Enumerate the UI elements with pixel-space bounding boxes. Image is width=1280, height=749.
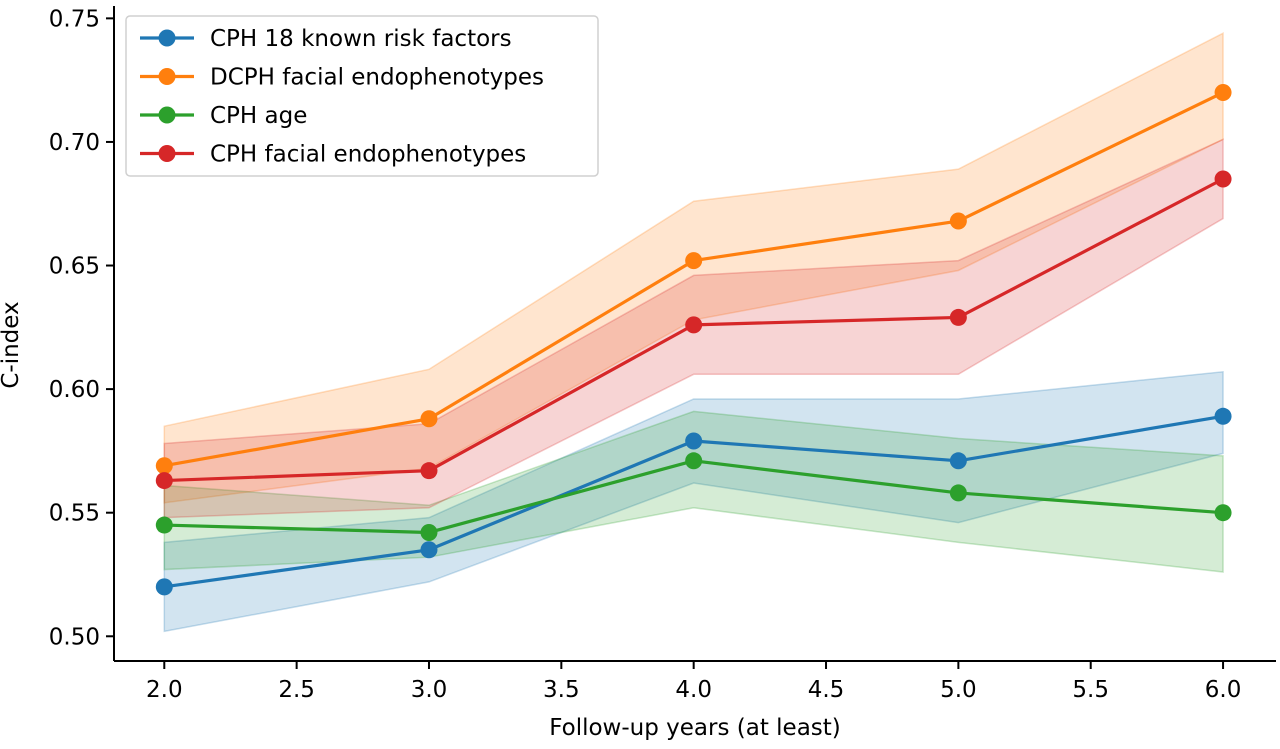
legend: CPH 18 known risk factors DCPH facial end… bbox=[125, 15, 599, 177]
x-tick-label: 2.5 bbox=[278, 677, 315, 703]
series-markers bbox=[155, 84, 1232, 596]
y-tick-label: 0.60 bbox=[49, 377, 100, 403]
point-cph-age-2 bbox=[685, 452, 703, 470]
x-tick-label: 6.0 bbox=[1205, 677, 1242, 703]
point-cph-age-3 bbox=[949, 484, 967, 502]
point-cph-18-known-risk-factors-2 bbox=[685, 432, 703, 450]
x-tick-label: 4.0 bbox=[675, 677, 712, 703]
point-dcph-facial-endophenotypes-0 bbox=[155, 457, 173, 475]
y-tick-label: 0.70 bbox=[49, 130, 100, 156]
x-tick-label: 3.5 bbox=[543, 677, 580, 703]
legend-label-dcph-facial-endophenotypes: DCPH facial endophenotypes bbox=[210, 65, 544, 91]
legend-label-cph-facial-endophenotypes: CPH facial endophenotypes bbox=[210, 142, 526, 168]
x-tick-label: 5.5 bbox=[1072, 677, 1109, 703]
point-cph-age-1 bbox=[420, 523, 438, 541]
x-tick-label: 4.5 bbox=[808, 677, 845, 703]
x-axis-label: Follow-up years (at least) bbox=[549, 715, 841, 741]
x-tick-label: 2.0 bbox=[146, 677, 183, 703]
point-cph-facial-endophenotypes-1 bbox=[420, 462, 438, 480]
point-cph-facial-endophenotypes-3 bbox=[949, 308, 967, 326]
band-cph-18-known-risk-factors bbox=[163, 370, 1224, 633]
legend-frame bbox=[125, 15, 599, 177]
point-dcph-facial-endophenotypes-3 bbox=[949, 212, 967, 230]
point-dcph-facial-endophenotypes-1 bbox=[420, 410, 438, 428]
x-tick-label: 3.0 bbox=[411, 677, 448, 703]
point-dcph-facial-endophenotypes-4 bbox=[1214, 84, 1232, 102]
y-tick-label: 0.55 bbox=[49, 501, 100, 527]
y-tick-label: 0.75 bbox=[49, 6, 100, 32]
y-axis-label: C-index bbox=[0, 301, 24, 388]
point-cph-18-known-risk-factors-3 bbox=[949, 452, 967, 470]
legend-marker-cph-18-known-risk-factors bbox=[158, 29, 176, 47]
axes: 2.0 2.5 3.0 3.5 4.0 4.5 5.0 5.5 6.0 0.50 0.55 0.60 0… bbox=[49, 6, 1276, 703]
legend-label-cph-18-known-risk-factors: CPH 18 known risk factors bbox=[210, 26, 512, 52]
x-tick-label: 5.0 bbox=[940, 677, 977, 703]
point-cph-age-0 bbox=[155, 516, 173, 534]
y-tick-label: 0.65 bbox=[49, 254, 100, 280]
legend-marker-dcph-facial-endophenotypes bbox=[158, 68, 176, 85]
legend-marker-cph-age bbox=[158, 106, 176, 124]
point-cph-facial-endophenotypes-4 bbox=[1214, 170, 1232, 188]
point-cph-facial-endophenotypes-0 bbox=[155, 472, 173, 490]
point-cph-facial-endophenotypes-2 bbox=[685, 316, 703, 334]
legend-label-cph-age: CPH age bbox=[210, 103, 307, 129]
legend-marker-cph-facial-endophenotypes bbox=[158, 145, 176, 162]
point-dcph-facial-endophenotypes-2 bbox=[685, 252, 703, 270]
y-tick-label: 0.50 bbox=[49, 624, 100, 650]
point-cph-18-known-risk-factors-0 bbox=[155, 578, 173, 596]
point-cph-age-4 bbox=[1214, 504, 1232, 522]
point-cph-18-known-risk-factors-1 bbox=[420, 541, 438, 559]
point-cph-18-known-risk-factors-4 bbox=[1214, 407, 1232, 425]
